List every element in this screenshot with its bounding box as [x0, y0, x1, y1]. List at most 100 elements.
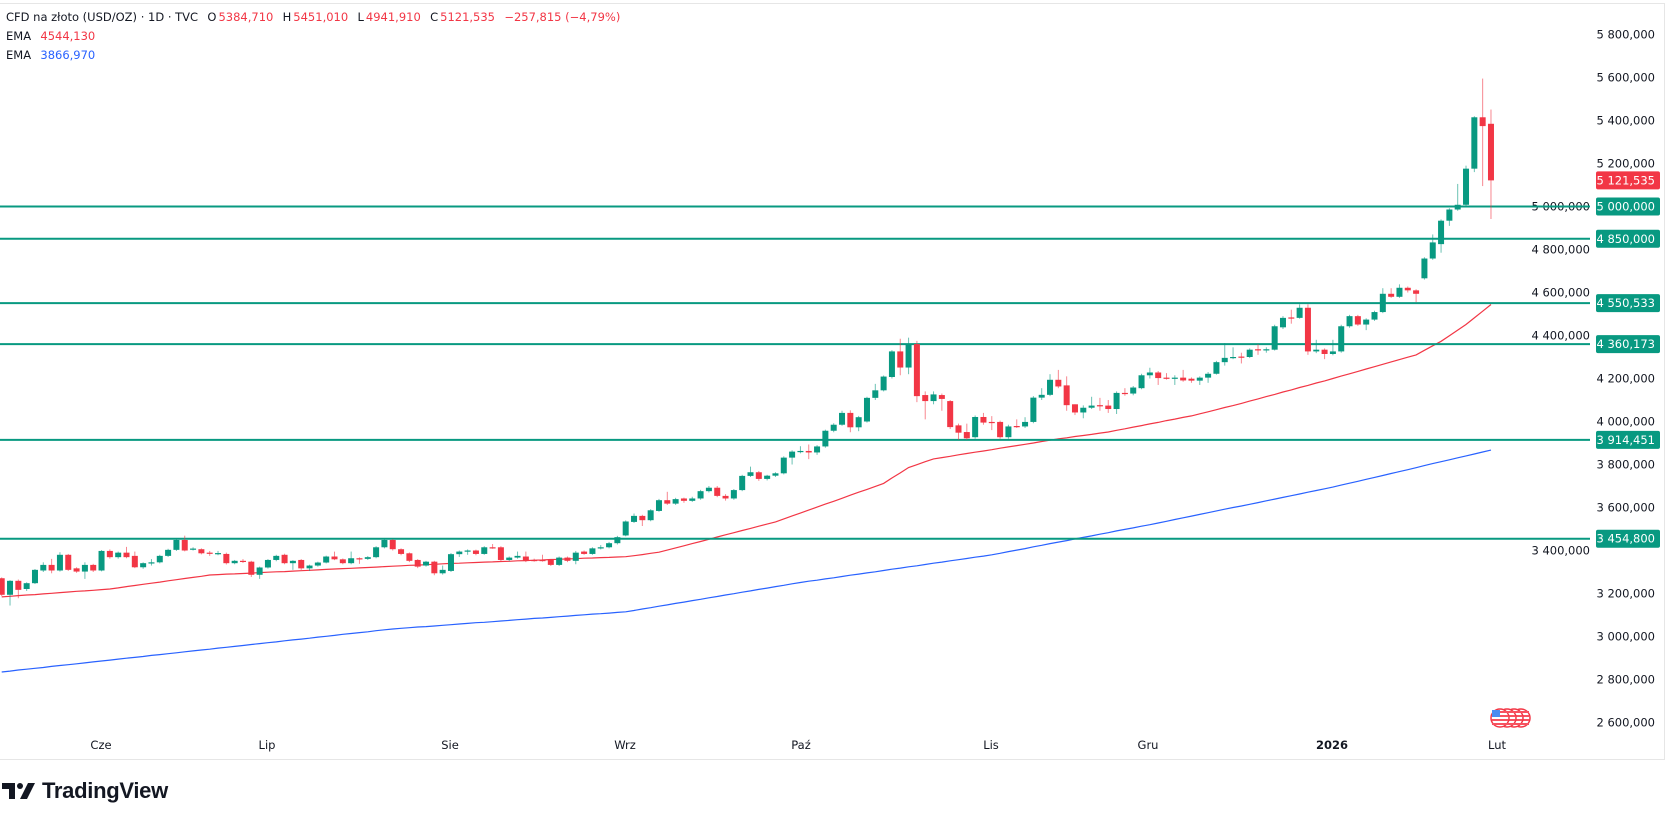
us-flag-events-icon[interactable]	[1490, 708, 1531, 728]
x-tick-label: Lis	[983, 738, 999, 752]
candle-body	[1188, 378, 1195, 381]
x-tick-label: Cze	[90, 738, 111, 752]
candle-body	[1138, 375, 1145, 389]
y-tick-label: 4 200,000	[1596, 372, 1655, 386]
candle	[1155, 370, 1162, 385]
candle	[913, 340, 920, 403]
candle-body	[722, 495, 729, 499]
candle-body	[1205, 373, 1212, 378]
candle-body	[697, 491, 704, 499]
candle-body	[1279, 317, 1286, 328]
candle-body	[606, 543, 613, 548]
ema-slow-label: EMA	[6, 48, 32, 62]
candle	[314, 561, 321, 567]
y-tick-label: 3 000,000	[1596, 630, 1655, 644]
candle	[323, 555, 330, 564]
candle	[1188, 377, 1195, 383]
level-price-label: 4 850,000	[1596, 232, 1655, 246]
candle	[331, 551, 338, 561]
candle	[1421, 257, 1428, 280]
candle-body	[506, 557, 513, 560]
candle	[248, 560, 255, 577]
candle	[1230, 347, 1237, 360]
candle	[547, 559, 554, 566]
candle	[264, 559, 271, 569]
candle-body	[988, 421, 995, 424]
candle	[597, 545, 604, 550]
candle-body	[589, 548, 596, 554]
candle	[1246, 348, 1253, 359]
candle-body	[1155, 372, 1162, 379]
candle-body	[1429, 242, 1436, 259]
candle	[1363, 318, 1370, 331]
candle	[456, 550, 463, 557]
candle	[181, 535, 188, 552]
candle-body	[1130, 387, 1137, 394]
chart-panel[interactable]	[0, 3, 1665, 760]
candle	[115, 551, 122, 559]
candle	[664, 491, 671, 505]
candle	[789, 450, 796, 465]
candle-body	[531, 559, 538, 562]
candle	[972, 415, 979, 439]
candle	[1379, 288, 1386, 314]
candle	[1038, 388, 1045, 400]
candle-body	[464, 550, 471, 552]
candle-body	[373, 547, 380, 558]
candle-body	[65, 554, 72, 570]
candle	[1096, 397, 1103, 411]
candle	[747, 466, 754, 477]
candle-body	[938, 395, 945, 399]
level-price-label: 4 550,533	[1596, 296, 1655, 310]
candle	[1138, 373, 1145, 390]
symbol-legend: CFD na złoto (USD/OZ) · 1D · TVC O 5384,7…	[6, 8, 622, 26]
candle-body	[1163, 377, 1170, 379]
candle-body	[356, 558, 363, 560]
ema-fast-value: 4544,130	[40, 29, 96, 43]
candle	[739, 474, 746, 492]
candle-body	[123, 552, 130, 558]
level-price-label: 3 914,451	[1596, 433, 1655, 447]
candle-body	[1479, 117, 1486, 127]
candle	[481, 546, 488, 555]
candle	[556, 556, 563, 566]
candle	[863, 396, 870, 423]
x-tick-label: Lut	[1488, 738, 1506, 752]
y-tick-label: 2 600,000	[1596, 716, 1655, 730]
candle-body	[1438, 220, 1445, 245]
level-price-badge	[1596, 294, 1660, 313]
candle	[880, 375, 887, 392]
candle	[1479, 78, 1486, 187]
y-tick-label: 4 800,000	[1531, 243, 1590, 257]
y-tick-label: 3 200,000	[1596, 587, 1655, 601]
candle	[173, 539, 180, 551]
candle	[1022, 417, 1029, 428]
candle-body	[822, 430, 829, 447]
flag-stripe	[1492, 723, 1508, 725]
y-tick-label: 3 600,000	[1596, 501, 1655, 515]
tradingview-logo[interactable]: TradingView	[2, 778, 168, 804]
y-tick-label: 4 600,000	[1531, 286, 1590, 300]
candle	[348, 551, 355, 565]
candle-body	[381, 539, 388, 548]
candle-body	[73, 568, 80, 572]
ema-fast-legend[interactable]: EMA 4544,130	[6, 27, 97, 45]
candle-body	[281, 554, 288, 564]
candle	[689, 496, 696, 502]
candle-body	[705, 487, 712, 492]
candle	[73, 567, 80, 573]
y-tick-label: 5 800,000	[1596, 28, 1655, 42]
candle-body	[839, 412, 846, 425]
candle-body	[40, 564, 47, 571]
candle	[1113, 391, 1120, 414]
candle-body	[1180, 377, 1187, 381]
candle	[1446, 208, 1453, 226]
candle-body	[522, 556, 529, 561]
candle	[1080, 405, 1087, 419]
ema-slow-legend[interactable]: EMA 3866,970	[6, 46, 97, 64]
candle-body	[156, 555, 163, 563]
level-price-badge	[1596, 430, 1660, 449]
x-tick-label: Paź	[791, 738, 811, 752]
candle	[755, 470, 762, 481]
candlestick-chart[interactable]: 5 800,000 5 600,000 5 400,000 5 200,000 5 00…	[0, 0, 1667, 760]
